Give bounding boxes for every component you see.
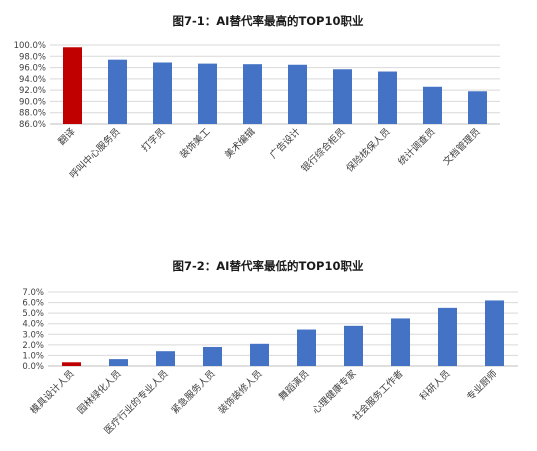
chart1-category-label: 文档管理员 — [441, 126, 483, 168]
chart2-y-tick-label: 1.0% — [22, 351, 44, 361]
chart2-bar — [62, 362, 81, 366]
chart1-y-tick-label: 90.0% — [19, 97, 46, 107]
chart1-y-tick-label: 94.0% — [19, 75, 46, 85]
chart2-category-label: 心理健康专家 — [310, 367, 359, 416]
chart2-y-tick-label: 4.0% — [22, 320, 44, 330]
chart1-bar — [423, 86, 442, 124]
chart1-y-tick-label: 86.0% — [19, 120, 46, 130]
chart2-bar — [156, 351, 175, 366]
chart1-y-tick-label: 96.0% — [19, 64, 46, 74]
chart2-category-label: 紧急服务人员 — [169, 368, 218, 417]
chart2-category-label: 装饰装修人员 — [216, 368, 265, 417]
chart2-title: 图7-2：AI替代率最低的TOP10职业 — [172, 259, 364, 273]
chart1-bar — [333, 69, 352, 124]
chart2-y-tick-label: 2.0% — [22, 341, 44, 351]
chart1-bar — [198, 63, 217, 124]
chart2-y-tick-label: 7.0% — [22, 288, 44, 298]
chart2-y-tick-label: 5.0% — [22, 309, 44, 319]
chart1-bar — [108, 59, 127, 124]
chart1-category-label: 统计调查员 — [396, 126, 438, 168]
chart2-bar — [109, 359, 128, 366]
chart1-category-label: 翻译 — [56, 126, 78, 148]
chart1-bar — [63, 47, 82, 124]
chart2-bar — [297, 329, 316, 366]
chart2-bar — [485, 300, 504, 366]
chart1-y-tick-label: 88.0% — [19, 109, 46, 119]
chart2-bar — [438, 307, 457, 366]
chart1-y-tick-label: 98.0% — [19, 52, 46, 62]
chart2-category-label: 专业厨师 — [464, 368, 499, 403]
chart1-y-tick-label: 92.0% — [19, 86, 46, 96]
chart1-category-label: 打字员 — [139, 126, 168, 155]
chart2-plot-area: 0.0%1.0%2.0%3.0%4.0%5.0%6.0%7.0% 模具设计人员园林… — [22, 288, 518, 437]
chart1-category-label: 广告设计 — [267, 125, 303, 161]
chart1-category-label: 美术编辑 — [222, 125, 258, 161]
chart2-category-label: 园林绿化人员 — [75, 368, 124, 417]
chart1-y-tick-label: 100.0% — [14, 41, 46, 51]
chart1-category-label: 银行综合柜员 — [299, 126, 348, 175]
chart2-bar — [344, 325, 363, 366]
chart2-bar — [391, 318, 410, 366]
chart2-category-label: 模具设计人员 — [28, 368, 77, 417]
chart1-bar — [243, 64, 262, 124]
chart1-bar — [288, 64, 307, 124]
chart1-plot-area: 86.0%88.0% 90.0%92.0%94.0%96.0% 98.0%100.0… — [14, 41, 500, 181]
chart2-bar — [250, 343, 269, 366]
chart1-bar — [378, 71, 397, 124]
chart2-y-tick-label: 6.0% — [22, 299, 44, 309]
chart2-y-tick-label: 0.0% — [22, 362, 44, 372]
chart2-bar — [203, 346, 222, 366]
chart1-bar — [153, 62, 172, 124]
chart1-category-label: 保险核保人员 — [344, 126, 393, 175]
chart2-y-tick-label: 3.0% — [22, 330, 44, 340]
chart1-bar — [468, 91, 487, 124]
chart2-category-label: 舞蹈演员 — [276, 368, 311, 403]
chart2-category-label: 科研人员 — [417, 368, 452, 403]
chart1-title: 图7-1：AI替代率最高的TOP10职业 — [172, 14, 364, 28]
chart1-category-label: 装饰美工 — [177, 125, 213, 161]
